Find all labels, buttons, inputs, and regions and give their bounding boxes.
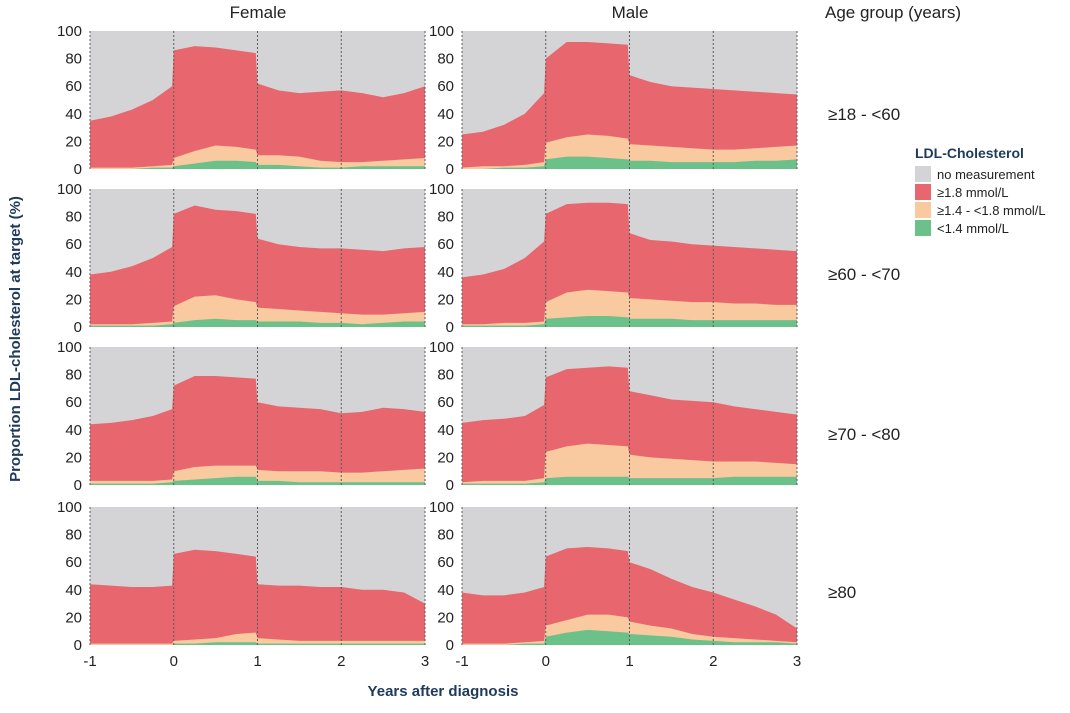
y-tick-label: 0 (74, 637, 82, 654)
x-tick-label: 2 (337, 653, 345, 670)
y-tick-label: 60 (437, 394, 454, 411)
y-tick-label: 20 (437, 449, 454, 466)
row-label-18-60: ≥18 - <60 (828, 105, 900, 124)
column-title-female: Female (230, 3, 287, 22)
panel-male-2: 0 20 40 60 80 100 (429, 339, 798, 494)
y-tick-label: 20 (437, 291, 454, 308)
y-tick-label: 20 (65, 609, 82, 626)
panel-male-0: 0 20 40 60 80 100 (429, 23, 798, 178)
legend-swatch-no-measurement (915, 166, 931, 182)
y-tick-label: 40 (437, 106, 454, 123)
legend-label-1-4-1-8: ≥1.4 - <1.8 mmol/L (937, 203, 1046, 218)
legend-swatch-ge-1-8 (915, 184, 931, 200)
y-tick-label: 100 (57, 181, 82, 198)
y-tick-label: 60 (437, 78, 454, 95)
y-tick-label: 80 (65, 51, 82, 68)
legend-title: LDL-Cholesterol (915, 145, 1024, 161)
area-lt-1-4 (462, 629, 797, 645)
row-label-60-70: ≥60 - <70 (828, 265, 900, 284)
y-tick-label: 60 (437, 236, 454, 253)
y-tick-label: 80 (437, 367, 454, 384)
legend-label-ge-1-8: ≥1.8 mmol/L (937, 185, 1008, 200)
x-tick-label: 3 (793, 653, 801, 670)
area-ge-1-8 (90, 549, 425, 645)
y-tick-label: 100 (429, 181, 454, 198)
y-tick-label: 80 (437, 51, 454, 68)
column-title-male: Male (612, 3, 649, 22)
area-1-4-to-1-8 (90, 295, 425, 327)
area-1-4-to-1-8 (90, 632, 425, 645)
y-tick-label: 60 (65, 554, 82, 571)
y-tick-label: 80 (65, 367, 82, 384)
y-tick-label: 60 (65, 236, 82, 253)
x-tick-label: 2 (709, 653, 717, 670)
y-tick-label: 100 (429, 23, 454, 40)
y-tick-label: 80 (437, 209, 454, 226)
legend-swatch-lt-1-4 (915, 220, 931, 236)
y-tick-label: 0 (74, 161, 82, 178)
y-tick-label: 0 (446, 637, 454, 654)
y-tick-label: 100 (429, 499, 454, 516)
y-tick-label: 100 (57, 499, 82, 516)
y-tick-label: 40 (65, 582, 82, 599)
y-tick-label: 80 (65, 527, 82, 544)
y-tick-label: 100 (57, 339, 82, 356)
y-tick-label: 100 (429, 339, 454, 356)
row-group-title: Age group (years) (825, 3, 961, 22)
y-tick-label: 0 (74, 319, 82, 336)
y-tick-label: 20 (437, 609, 454, 626)
legend-label-lt-1-4: <1.4 mmol/L (937, 221, 1009, 236)
y-tick-label: 80 (65, 209, 82, 226)
y-tick-label: 0 (446, 477, 454, 494)
y-tick-label: 80 (437, 527, 454, 544)
x-tick-label: 3 (421, 653, 429, 670)
y-axis-title: Proportion LDL-cholesterol at target (%) (7, 196, 24, 482)
panel-grid: 0204060801000204060801000204060801000204… (57, 23, 801, 670)
x-tick-label: 1 (253, 653, 261, 670)
y-tick-label: 0 (74, 477, 82, 494)
panel-female-1: 0 20 40 60 80 100 (57, 181, 426, 336)
y-tick-label: 20 (65, 133, 82, 150)
x-tick-label: -1 (455, 653, 468, 670)
x-tick-label: 0 (170, 653, 178, 670)
y-tick-label: 60 (65, 394, 82, 411)
x-tick-label: 0 (542, 653, 550, 670)
y-tick-label: 40 (65, 264, 82, 281)
y-tick-label: 40 (437, 264, 454, 281)
y-tick-label: 60 (65, 78, 82, 95)
y-tick-label: 60 (437, 554, 454, 571)
y-tick-label: 0 (446, 319, 454, 336)
row-label-70-80: ≥70 - <80 (828, 425, 900, 444)
panel-female-0: 0 20 40 60 80 100 (57, 23, 426, 178)
y-tick-label: 40 (437, 582, 454, 599)
x-tick-label: 1 (625, 653, 633, 670)
legend: LDL-Cholesterol no measurement ≥1.8 mmol… (915, 145, 1046, 236)
y-tick-label: 20 (65, 291, 82, 308)
y-tick-label: 0 (446, 161, 454, 178)
row-label-80: ≥80 (828, 583, 856, 602)
legend-label-no-measurement: no measurement (937, 167, 1035, 182)
area-ge-1-8 (462, 42, 797, 169)
y-tick-label: 40 (65, 106, 82, 123)
y-tick-label: 100 (57, 23, 82, 40)
x-axis-title: Years after diagnosis (368, 683, 519, 700)
panel-female-2: 0 20 40 60 80 100 (57, 339, 426, 494)
x-tick-label: -1 (83, 653, 96, 670)
y-tick-label: 20 (437, 133, 454, 150)
y-tick-label: 40 (65, 422, 82, 439)
legend-swatch-1-4-1-8 (915, 202, 931, 218)
y-tick-label: 20 (65, 449, 82, 466)
panel-male-1: 0 20 40 60 80 100 (429, 181, 798, 336)
y-tick-label: 40 (437, 422, 454, 439)
